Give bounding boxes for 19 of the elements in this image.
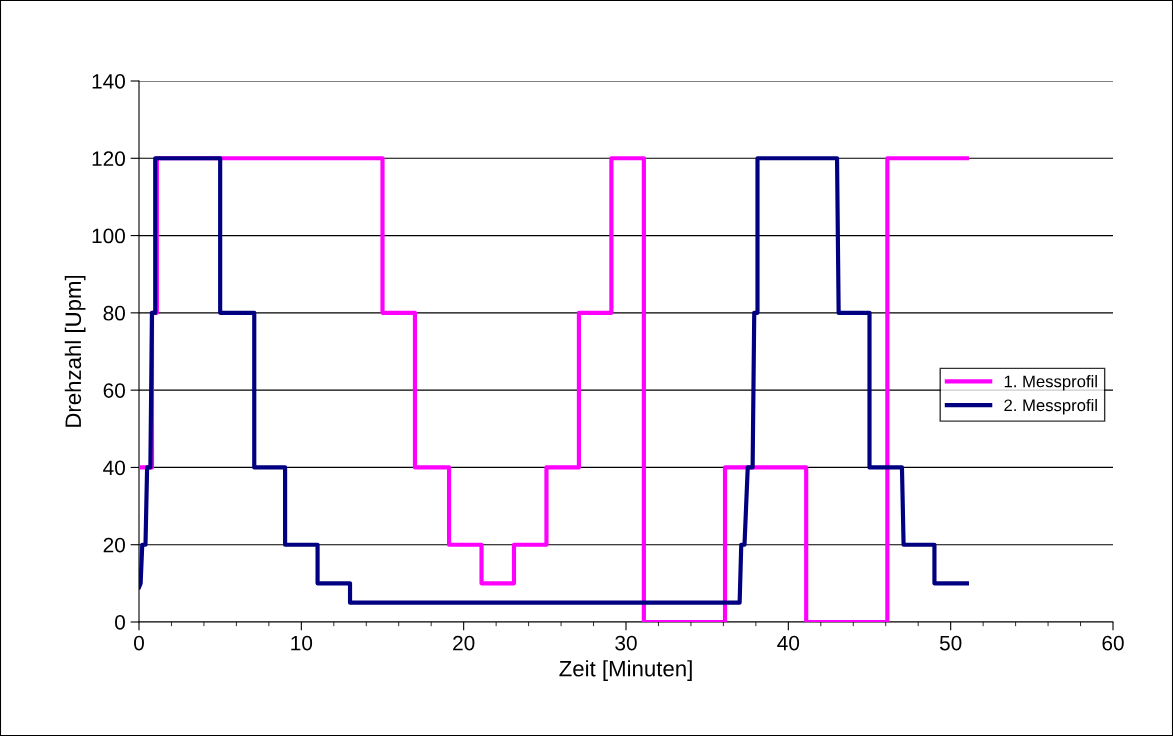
- y-axis-title: Drehzahl [Upm]: [64, 275, 86, 427]
- x-tick-label: 40: [777, 635, 800, 651]
- x-tick-label: 50: [939, 635, 962, 651]
- x-tick-label: 10: [291, 635, 313, 651]
- y-tick-label: 0: [115, 615, 125, 630]
- x-axis-title: Zeit [Minuten]: [559, 660, 692, 681]
- y-tick-label: 80: [103, 305, 125, 321]
- x-tick-label: 60: [1102, 635, 1124, 651]
- y-tick-label: 100: [92, 228, 125, 244]
- y-tick-label: 40: [103, 460, 125, 476]
- y-tick-label: 20: [103, 537, 125, 553]
- legend-label: 1. Messprofil: [1004, 375, 1097, 391]
- y-tick-label: 60: [103, 383, 125, 398]
- y-tick-label: 120: [92, 151, 125, 167]
- x-tick-label: 20: [453, 635, 475, 651]
- y-tick-label: 140: [92, 74, 125, 89]
- x-tick-label: 0: [134, 635, 144, 651]
- legend-label: 2. Messprofil: [1004, 398, 1097, 415]
- x-tick-label: 30: [615, 635, 637, 651]
